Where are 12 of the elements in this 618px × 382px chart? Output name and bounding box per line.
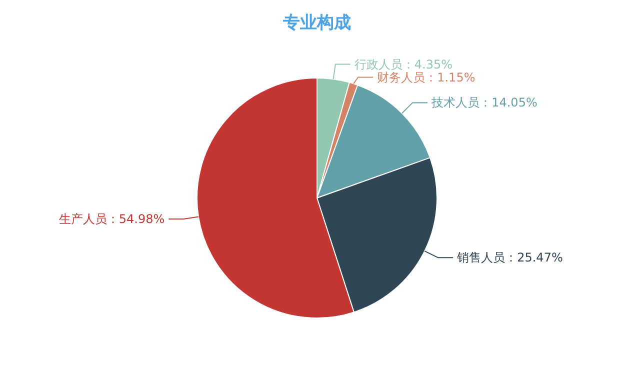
pie-slice (316, 84, 431, 198)
data-label: ：54.98% (106, 212, 165, 226)
data-label: ：4.35% (402, 57, 453, 72)
chart-title: 专业构成 (282, 13, 351, 33)
data-label: ：25.47% (505, 250, 563, 265)
slice-label: 财务人员 (377, 70, 426, 84)
data-label: ：14.05% (480, 96, 538, 110)
slice-label: 技术人员 (430, 96, 480, 110)
slice-label: 生产人员 (58, 212, 107, 226)
slice-label: 行政人员 (354, 57, 402, 72)
data-label: ：1.15% (425, 70, 476, 84)
slice-label: 销售人员 (456, 250, 506, 265)
